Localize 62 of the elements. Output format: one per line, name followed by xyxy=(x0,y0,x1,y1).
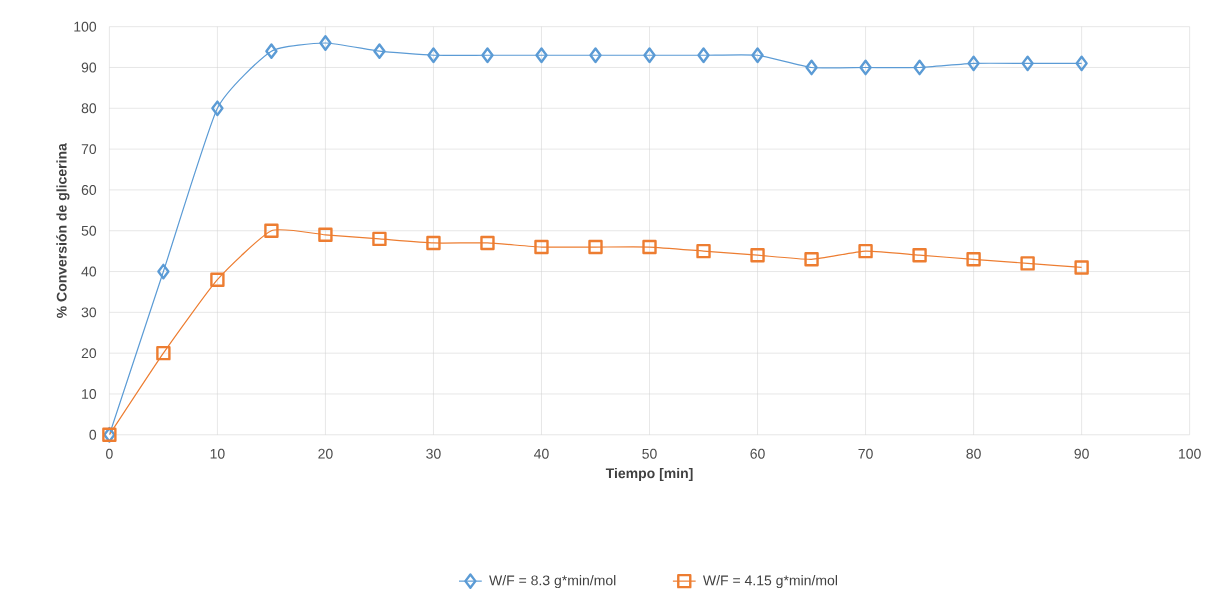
point xyxy=(859,59,872,76)
point xyxy=(642,239,657,255)
y-tick-label: 0 xyxy=(89,429,97,440)
point xyxy=(427,47,440,63)
point xyxy=(264,223,279,238)
point xyxy=(967,55,980,72)
point xyxy=(372,231,387,246)
point xyxy=(804,251,819,267)
point xyxy=(535,47,548,63)
legend-label: W/F = 8.3 g*min/mol xyxy=(489,574,616,588)
point xyxy=(157,263,170,280)
x-tick-label: 30 xyxy=(426,448,441,459)
point xyxy=(156,345,171,361)
x-tick-label: 50 xyxy=(642,448,657,459)
point xyxy=(480,235,495,250)
point xyxy=(210,272,225,287)
point xyxy=(318,227,333,242)
point xyxy=(1074,260,1089,275)
y-tick-label: 50 xyxy=(81,225,97,236)
y-tick-label: 70 xyxy=(81,143,97,154)
x-tick-label: 40 xyxy=(534,448,549,459)
point xyxy=(913,59,926,76)
y-tick-label: 80 xyxy=(81,103,97,114)
y-tick-label: 100 xyxy=(74,21,97,32)
point xyxy=(319,34,332,51)
point xyxy=(697,47,710,63)
y-tick-label: 90 xyxy=(81,62,97,73)
x-tick-label: 80 xyxy=(966,448,981,459)
point xyxy=(696,243,711,259)
point xyxy=(912,247,927,263)
point xyxy=(481,47,494,63)
x-tick-label: 70 xyxy=(858,448,873,459)
point xyxy=(373,43,386,59)
x-tick-label: 20 xyxy=(318,448,333,459)
legend-label: W/F = 4.15 g*min/mol xyxy=(702,574,837,588)
point xyxy=(751,47,764,63)
x-tick-label: 90 xyxy=(1074,448,1089,459)
y-tick-label: 40 xyxy=(81,266,97,277)
x-axis-title: Tiempo [min] xyxy=(605,467,693,481)
point xyxy=(534,239,549,255)
point xyxy=(858,243,873,259)
point xyxy=(805,59,818,76)
point xyxy=(1075,55,1088,72)
point xyxy=(643,47,656,63)
x-tick-label: 0 xyxy=(106,448,113,459)
y-axis-title: % Conversión de glicerina xyxy=(56,142,70,318)
point xyxy=(588,239,603,255)
point xyxy=(211,100,224,116)
point xyxy=(750,247,765,263)
point xyxy=(1020,255,1035,271)
point xyxy=(265,43,278,59)
y-tick-label: 30 xyxy=(81,307,97,318)
y-tick-label: 20 xyxy=(81,347,97,358)
x-tick-label: 10 xyxy=(210,448,225,459)
point xyxy=(589,47,602,63)
point xyxy=(426,235,441,250)
y-tick-label: 10 xyxy=(82,388,97,399)
point xyxy=(966,251,981,267)
x-tick-label: 100 xyxy=(1179,448,1201,459)
point xyxy=(1021,55,1034,72)
y-tick-label: 60 xyxy=(81,184,97,195)
x-tick-label: 60 xyxy=(750,448,765,459)
